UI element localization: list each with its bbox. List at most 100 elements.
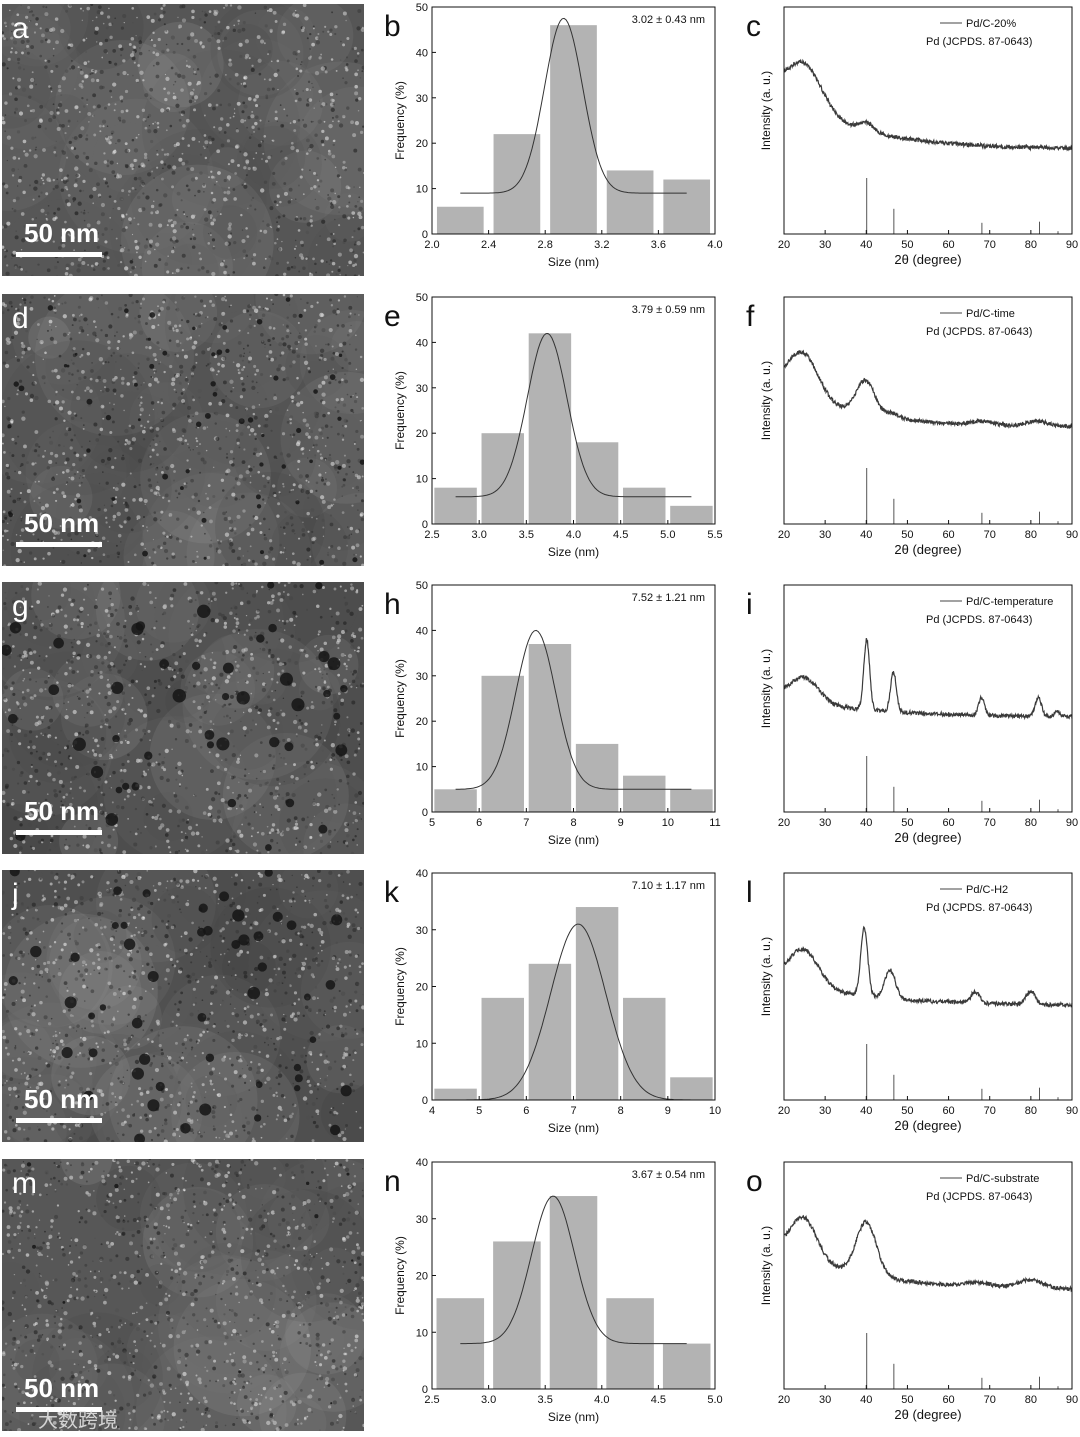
tem-grain [6,221,11,226]
tem-grain [29,1086,32,1088]
tem-grain [310,120,313,123]
tem-grain [112,388,117,393]
tem-grain [212,466,215,469]
tem-grain [297,50,301,53]
tem-grain [196,681,201,686]
tem-grain [232,745,235,748]
tem-grain [81,260,86,265]
tem-grain [76,656,81,660]
tem-grain [297,725,302,730]
tem-patch [40,444,153,557]
tem-grain [251,196,255,200]
tem-grain [346,36,350,40]
tem-grain [13,264,18,269]
tem-grain [58,88,62,93]
tem-grain [233,616,236,619]
tem-grain [126,760,130,763]
tem-grain [34,136,37,139]
tem-grain [85,155,90,160]
tem-grain [68,331,71,334]
tem-grain [239,395,244,399]
tem-grain [187,65,191,69]
tem-grain [249,656,255,661]
tem-grain [282,324,284,326]
tem-grain [126,740,130,745]
tem-grain [3,564,7,566]
tem-grain [187,825,193,831]
tem-grain [30,696,35,700]
tem-grain [290,347,293,350]
tem-grain [223,715,226,718]
tem-grain [293,1054,296,1057]
tem-grain [61,243,66,248]
tem-grain [258,851,262,854]
tem-grain [29,671,32,674]
tem-grain [225,838,230,843]
tem-grain [119,47,124,51]
tem-grain [319,833,323,837]
tem-particle [172,689,187,703]
tem-grain [121,119,126,124]
tem-grain [306,944,309,947]
tem-grain [178,111,181,114]
tem-grain [95,378,99,383]
tem-grain [40,39,44,44]
tem-grain [155,434,159,438]
tem-grain [361,406,364,410]
tem-grain [218,1072,221,1074]
tem-grain [74,166,79,171]
tem-grain [20,25,23,28]
tem-grain [258,404,261,406]
tem-particle [281,464,286,469]
tem-grain [17,435,20,438]
tem-grain [242,101,246,105]
tem-grain [235,129,239,133]
tem-grain [309,89,312,91]
x-tick-label: 20 [778,529,790,541]
tem-grain [82,690,85,692]
tem-grain [122,59,126,63]
tem-grain [313,847,315,849]
tem-grain [231,753,236,758]
tem-grain [60,409,64,414]
tem-grain [293,782,295,785]
tem-grain [336,324,340,327]
tem-grain [246,1064,249,1067]
tem-grain [139,47,141,49]
tem-grain [64,631,68,635]
tem-grain [224,679,230,684]
tem-grain [189,449,192,451]
tem-grain [138,165,141,168]
tem-grain [233,24,236,27]
tem-grain [318,670,322,673]
tem-grain [321,392,326,397]
tem-grain [259,452,263,456]
tem-grain [315,345,317,347]
tem-grain [36,600,40,604]
tem-grain [102,405,104,408]
x-tick-label: 40 [860,817,872,829]
tem-grain [88,687,92,691]
tem-grain [144,503,146,505]
tem-grain [55,64,59,68]
tem-grain [95,640,98,643]
tem-grain [70,59,73,62]
tem-grain [189,1038,193,1042]
tem-grain [351,700,356,705]
tem-grain [214,25,217,28]
tem-grain [116,173,119,176]
tem-grain [305,474,309,478]
tem-grain [199,715,203,719]
tem-grain [210,217,212,219]
tem-particle [319,559,325,565]
tem-grain [177,672,179,674]
tem-grain [140,401,143,405]
tem-grain [100,294,103,297]
panel-letter: b [384,10,401,43]
tem-grain [35,217,38,219]
tem-grain [61,491,65,495]
tem-grain [358,812,361,815]
tem-grain [208,10,212,13]
tem-grain [98,629,100,631]
tem-grain [198,141,200,143]
